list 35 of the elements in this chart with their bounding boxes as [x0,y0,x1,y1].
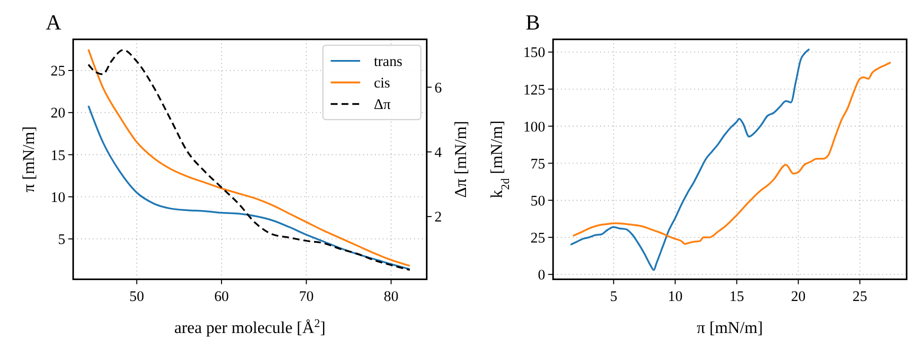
y-tick-label: 10 [50,190,66,206]
x-tick-label: 25 [852,288,868,305]
y-tick-label: 25 [50,64,66,80]
y-tick-label: 75 [530,156,546,172]
y-tick-label: 25 [530,230,546,246]
x-tick-label: 20 [790,288,806,305]
y-axis-title: π [mN/m] [18,126,38,192]
y-tick-label: 125 [523,82,546,98]
y2-tick-label: 6 [434,80,442,96]
x-axis-title: area per molecule [Å$^{2}$] [174,316,326,338]
y-tick-label: 100 [523,119,546,136]
chart-title: B [526,10,540,35]
y-tick-label: 150 [523,45,546,62]
y-tick-label: 0 [538,268,546,284]
y-tick-label: 50 [530,193,546,210]
x-tick-label: 70 [298,288,314,305]
x-tick-label: 60 [214,288,229,305]
x-axis-title: π [mN/m] [696,318,763,338]
x-tick-label: 80 [384,288,398,305]
legend-label: cis [374,76,390,92]
legend-label: trans [374,54,403,70]
y-tick-label: 5 [58,232,66,248]
y2-tick-label: 4 [434,145,443,162]
legend-label: Δπ [374,97,392,114]
x-tick-label: 15 [729,288,744,305]
line-series [572,62,892,245]
y-tick-label: 20 [50,106,66,122]
chart-title: A [46,10,62,35]
y2-tick-label: 2 [434,210,442,226]
x-tick-label: 5 [610,288,618,305]
x-tick-label: 50 [129,288,144,305]
y2-axis-title: Δπ [mN/m] [450,120,470,198]
line-series [570,48,810,271]
y-tick-label: 15 [50,148,66,164]
x-tick-label: 10 [668,288,683,305]
